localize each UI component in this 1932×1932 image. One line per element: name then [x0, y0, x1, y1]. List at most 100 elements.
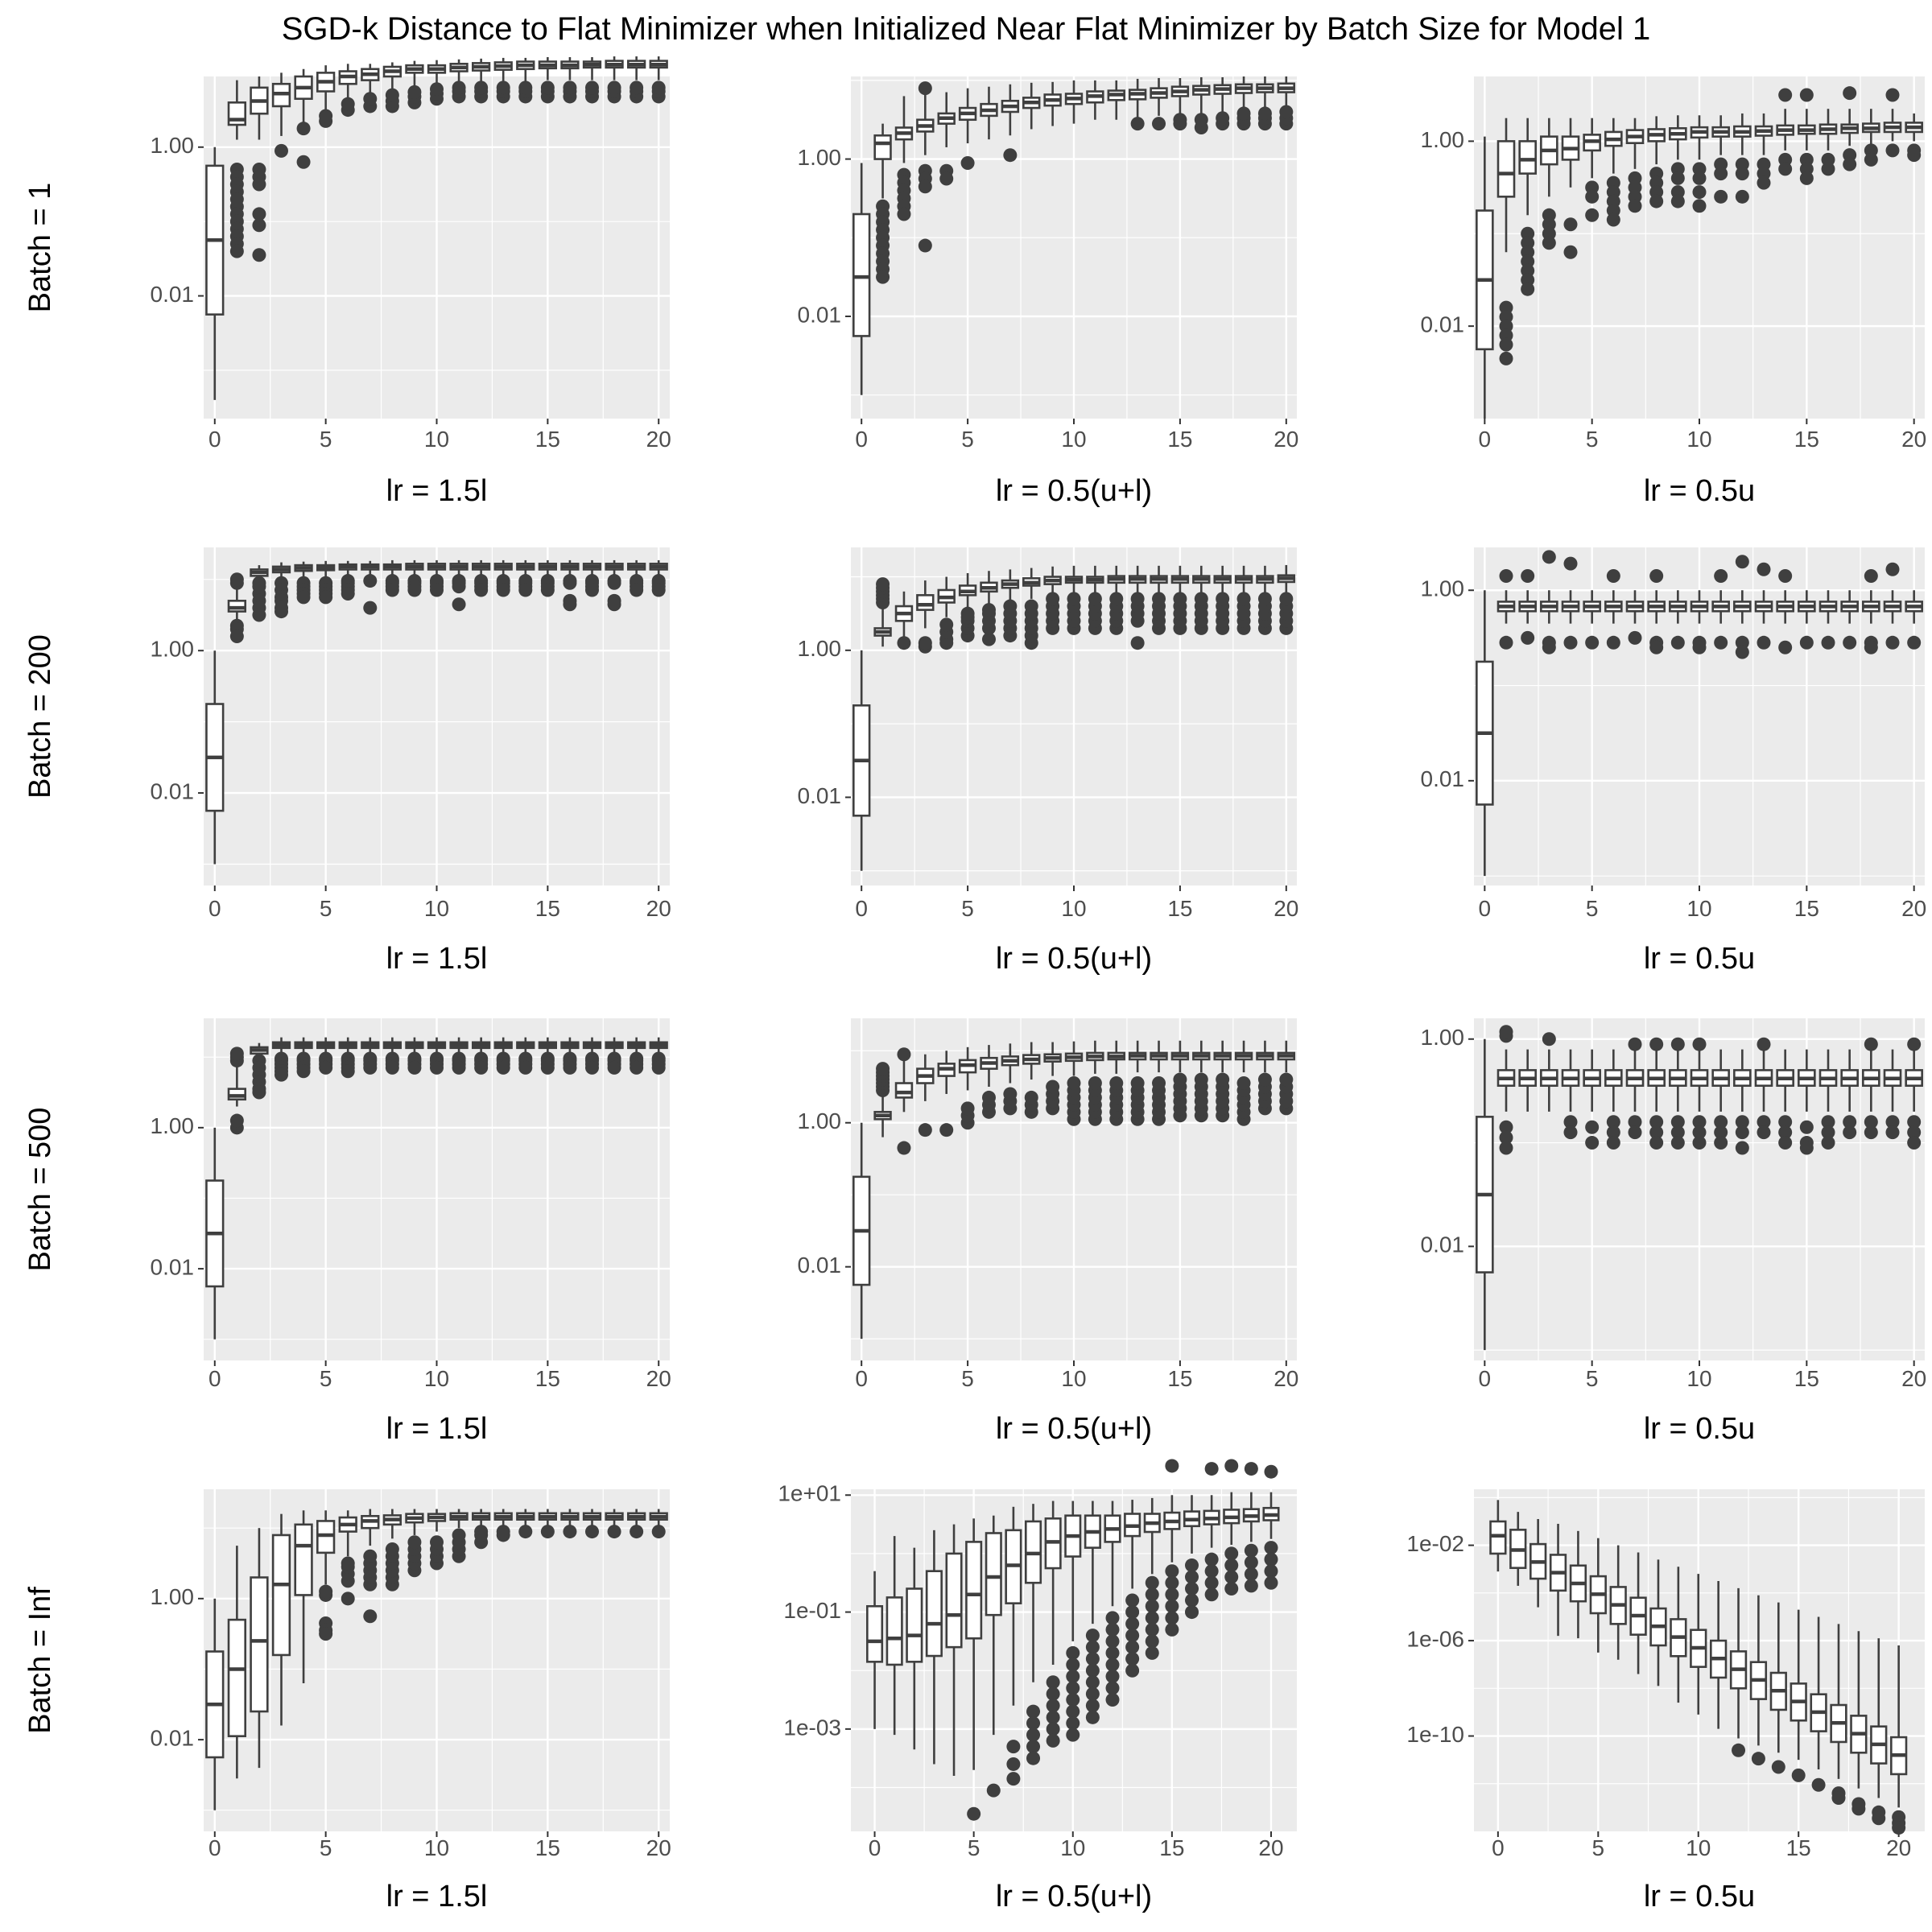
box-mark	[1024, 1504, 1042, 1765]
x-axis-title: lr = 1.5l	[386, 942, 488, 976]
panel: 1.00 0.01 0 5 10 15 20 lr = 0.5u	[1421, 76, 1926, 508]
outlier-point	[341, 586, 355, 601]
outlier-point	[630, 80, 644, 95]
outlier-point	[1872, 1811, 1886, 1826]
x-tick-label: 10	[1686, 896, 1711, 921]
box-mark	[1540, 118, 1558, 250]
outlier-point	[1066, 1704, 1080, 1719]
outlier-point	[1892, 1821, 1906, 1835]
outlier-point	[1066, 1645, 1080, 1660]
box-mark	[493, 559, 513, 597]
outlier-point	[1692, 199, 1707, 213]
box-mark	[1084, 1501, 1101, 1724]
outlier-point	[229, 572, 244, 587]
box-mark	[1862, 1037, 1880, 1140]
outlier-point	[1204, 1552, 1219, 1567]
outlier-point	[1649, 568, 1664, 583]
box-mark	[516, 1509, 535, 1539]
outlier-point	[296, 590, 311, 605]
box-mark	[1476, 136, 1494, 419]
outlier-point	[363, 601, 378, 615]
box-iqr	[250, 1576, 269, 1713]
box-mark	[1549, 1523, 1567, 1637]
box-mark	[852, 163, 871, 395]
outlier-point	[1185, 1593, 1199, 1608]
outlier-point	[385, 583, 399, 597]
outlier-point	[296, 155, 311, 169]
box-mark	[516, 559, 535, 597]
outlier-point	[1885, 562, 1900, 576]
row-label: Batch = Inf	[23, 1587, 57, 1734]
box-mark	[1862, 109, 1880, 167]
box-mark	[361, 64, 380, 114]
outlier-point	[1236, 106, 1251, 121]
outlier-point	[1046, 1686, 1060, 1701]
box-mark	[1583, 590, 1601, 650]
outlier-point	[1585, 189, 1600, 204]
panel: 1e-02 1e-06 1e-10 0 5 10 15 20 lr = 0.5u	[1406, 1489, 1925, 1913]
outlier-point	[1224, 1570, 1239, 1584]
outlier-point	[1088, 592, 1102, 606]
box-mark	[1729, 1587, 1748, 1757]
box-mark	[1669, 590, 1687, 650]
box-mark	[1569, 1530, 1587, 1639]
outlier-point	[1542, 1032, 1556, 1046]
outlier-point	[630, 583, 644, 597]
x-tick-label: 5	[1586, 896, 1599, 921]
x-tick-label: 5	[320, 1835, 332, 1860]
box-mark	[382, 559, 402, 597]
outlier-point	[1046, 1699, 1060, 1713]
x-tick-label: 20	[646, 427, 671, 452]
box-mark	[472, 1037, 491, 1075]
outlier-point	[1735, 1125, 1749, 1140]
box-mark	[1818, 109, 1838, 176]
outlier-point	[275, 143, 288, 158]
outlier-point	[252, 218, 266, 233]
outlier-point	[607, 1060, 621, 1075]
outlier-point	[1606, 213, 1620, 227]
box-mark	[1183, 1495, 1201, 1620]
outlier-point	[1821, 162, 1835, 176]
box-iqr	[873, 134, 892, 160]
box-iqr	[866, 1604, 884, 1663]
y-tick-label: 1e-06	[1406, 1626, 1464, 1651]
x-tick-label: 10	[1061, 427, 1086, 452]
outlier-point	[1670, 194, 1685, 208]
box-mark	[338, 560, 357, 601]
y-tick-label: 1.00	[1421, 127, 1465, 152]
box-mark	[1213, 565, 1232, 635]
box-mark	[227, 1546, 246, 1779]
x-tick-label: 5	[1586, 1366, 1599, 1391]
outlier-point	[474, 80, 489, 95]
box-mark	[294, 1510, 313, 1683]
box-mark	[227, 1046, 246, 1135]
row-label: Batch = 500	[23, 1108, 57, 1272]
outlier-point	[1885, 1115, 1900, 1129]
box-mark	[1192, 565, 1211, 635]
outlier-point	[1670, 1125, 1685, 1140]
outlier-point	[1563, 217, 1578, 232]
outlier-point	[630, 1525, 644, 1539]
outlier-point	[430, 1060, 444, 1075]
box-mark	[405, 1037, 424, 1075]
box-mark	[205, 1598, 225, 1810]
x-tick-label: 10	[1686, 427, 1711, 452]
outlier-point	[1799, 171, 1814, 185]
outlier-point	[1843, 86, 1857, 101]
panel: 1.00 0.01 0 5 10 15 20 lr = 1.5l	[151, 56, 671, 508]
box-mark	[1776, 88, 1794, 176]
x-tick-label: 20	[646, 896, 671, 921]
box-mark	[1234, 565, 1253, 635]
panel: 1.00 0.01 0 5 10 15 20 lr = 0.5u	[1421, 1018, 1926, 1446]
y-tick-label: 0.01	[1421, 766, 1465, 791]
x-tick-label: 15	[1159, 1835, 1184, 1860]
outlier-point	[967, 1806, 981, 1821]
outlier-point	[960, 1101, 975, 1116]
box-mark	[227, 80, 246, 258]
box-iqr	[852, 213, 871, 337]
box-mark	[1647, 1037, 1666, 1150]
outlier-point	[1843, 1115, 1857, 1129]
x-tick-label: 5	[961, 896, 974, 921]
outlier-point	[1521, 630, 1535, 645]
panel: 1e+01 1e-01 1e-03 0 5 10 15 20 lr = 0.5(u+l)	[778, 1459, 1297, 1913]
